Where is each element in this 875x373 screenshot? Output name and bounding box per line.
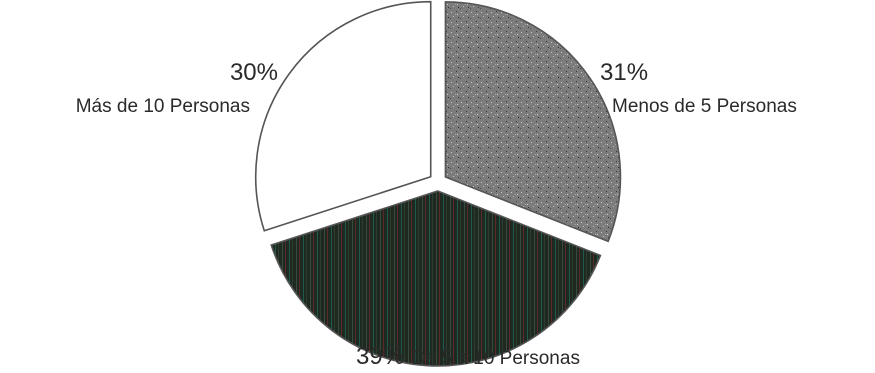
pie-labels: 31% Menos de 5 Personas 39% De 5 a 10 Perso… bbox=[76, 59, 797, 370]
slice-category-label: Más de 10 Personas bbox=[76, 96, 250, 117]
slice-percent-label: 39% bbox=[356, 343, 404, 370]
slice-percent-label: 30% bbox=[230, 59, 278, 86]
pie-slices bbox=[254, 0, 622, 367]
slice-percent-label: 31% bbox=[600, 59, 648, 86]
slice-category-label: Menos de 5 Personas bbox=[612, 96, 797, 117]
pie-slice-mas-de-10-personas bbox=[254, 0, 432, 232]
pie-slice-menos-de-5-personas bbox=[444, 1, 622, 243]
pie-slice-de-5-a-10-personas bbox=[270, 190, 602, 367]
slice-category-label: De 5 a 10 Personas bbox=[412, 348, 580, 369]
